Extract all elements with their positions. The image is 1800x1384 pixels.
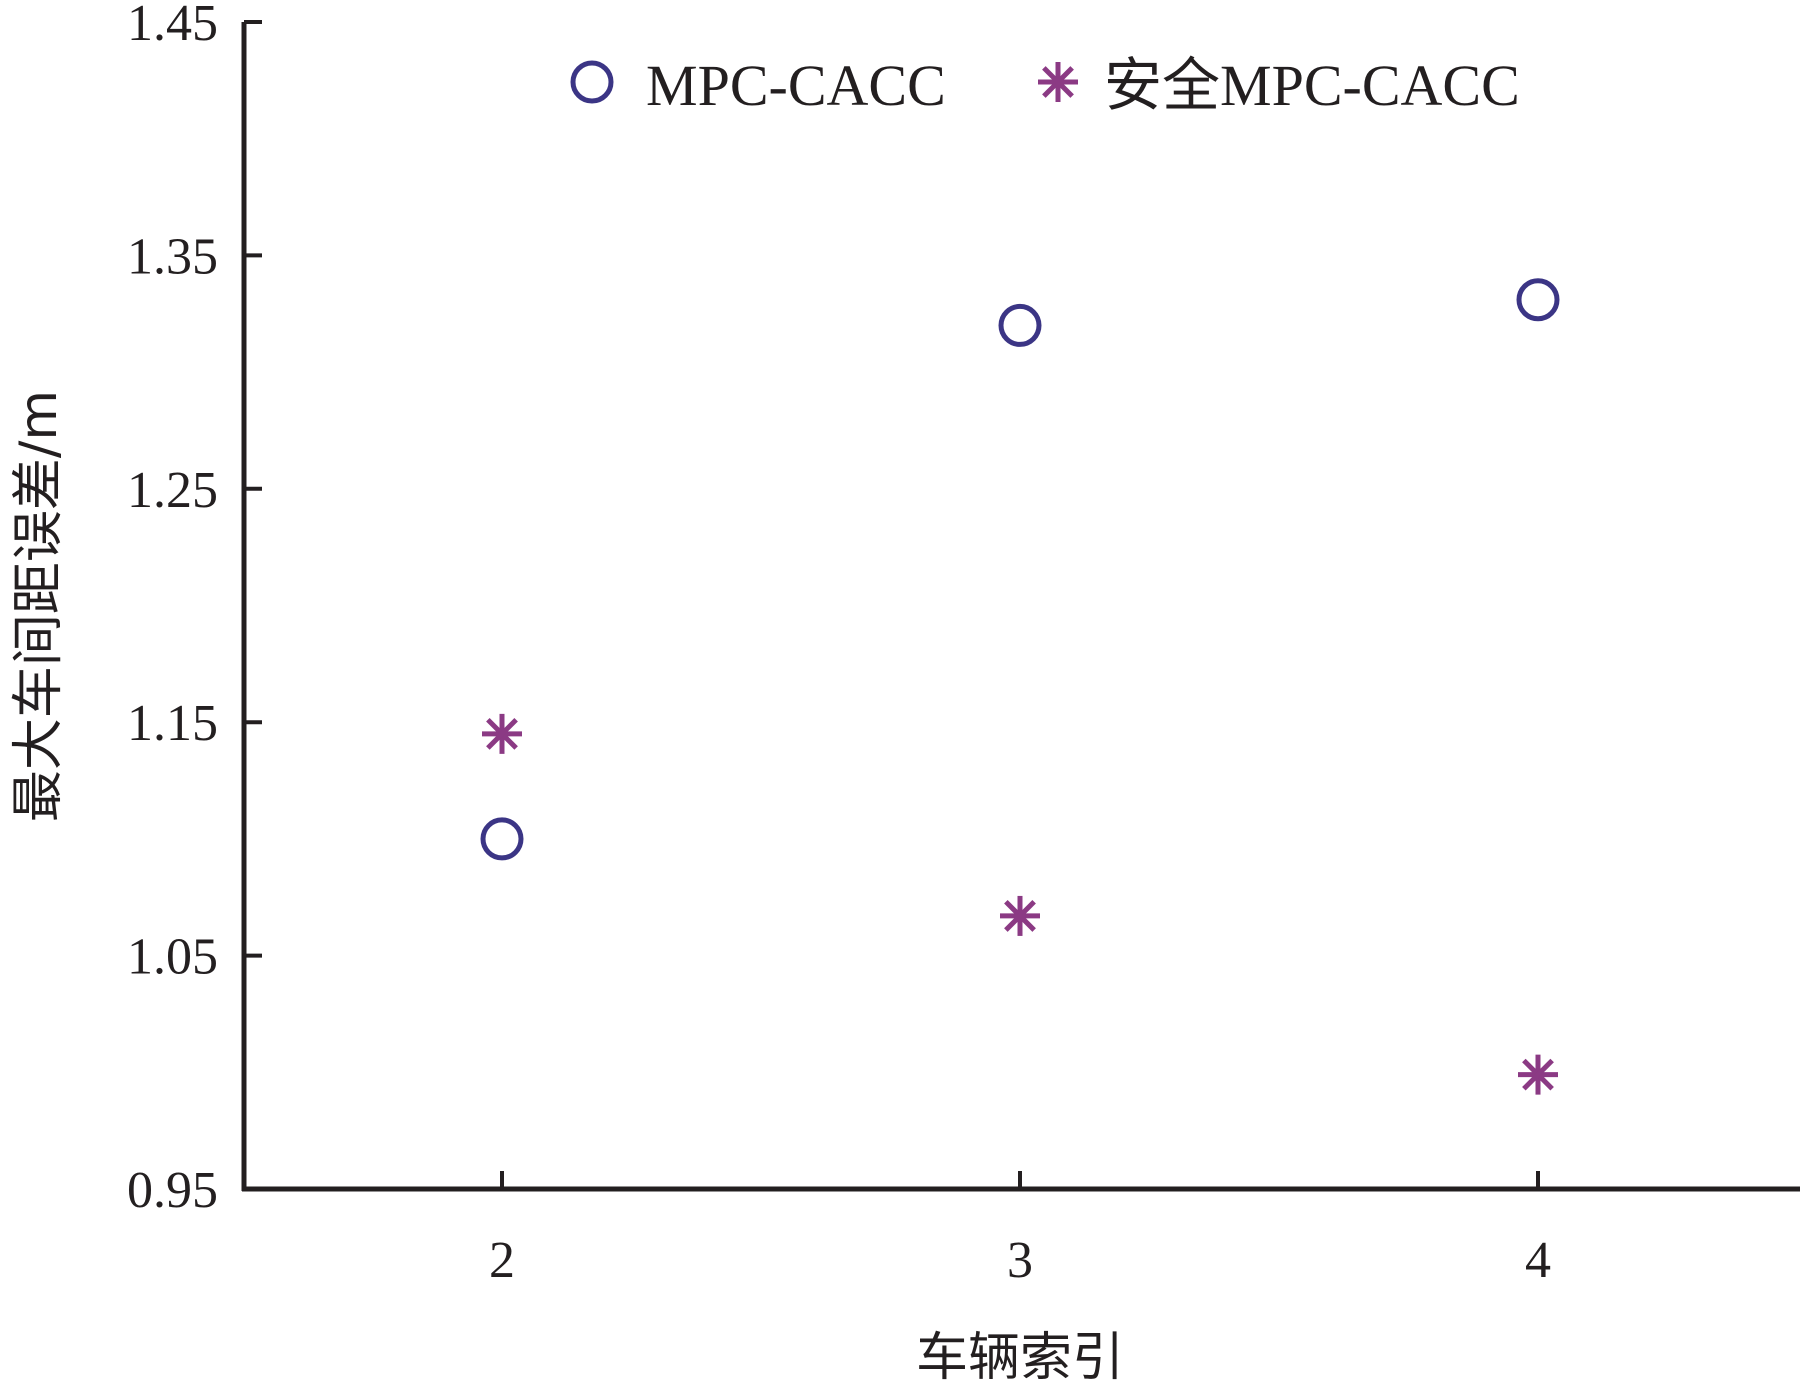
- y-tick-label: 1.15: [127, 695, 218, 752]
- data-point-mpc-cacc: [1516, 278, 1560, 322]
- data-point-mpc-cacc: [998, 303, 1042, 347]
- x-ticks: 2 3 4: [489, 1171, 1551, 1289]
- axes: [241, 22, 1800, 1192]
- legend-label: MPC-CACC: [646, 53, 946, 118]
- data-point-safe-mpc-cacc: [482, 713, 522, 754]
- legend-marker-circle: [570, 60, 614, 104]
- legend-marker-asterisk: [1038, 62, 1078, 102]
- x-tick-label: 4: [1525, 1232, 1551, 1289]
- legend-label: 安全MPC-CACC: [1104, 53, 1520, 118]
- data-point-safe-mpc-cacc: [1000, 895, 1040, 936]
- y-tick-label: 1.45: [127, 0, 218, 52]
- legend: MPC-CACC 安全MPC-CACC: [570, 53, 1520, 118]
- y-ticks: 0.95 1.05 1.15 1.25 1.35 1.45: [127, 0, 262, 1219]
- x-axis-title: 车辆索引: [916, 1328, 1124, 1384]
- y-tick-label: 1.35: [127, 228, 218, 285]
- x-tick-label: 2: [489, 1232, 515, 1289]
- y-tick-label: 0.95: [127, 1162, 218, 1219]
- x-tick-label: 3: [1007, 1232, 1033, 1289]
- data-marks: [480, 278, 1560, 1095]
- y-tick-label: 1.05: [127, 929, 218, 986]
- data-point-safe-mpc-cacc: [1518, 1054, 1558, 1095]
- y-tick-label: 1.25: [127, 462, 218, 519]
- y-axis-title: 最大车间距误差/m: [9, 390, 69, 822]
- data-point-mpc-cacc: [480, 817, 524, 861]
